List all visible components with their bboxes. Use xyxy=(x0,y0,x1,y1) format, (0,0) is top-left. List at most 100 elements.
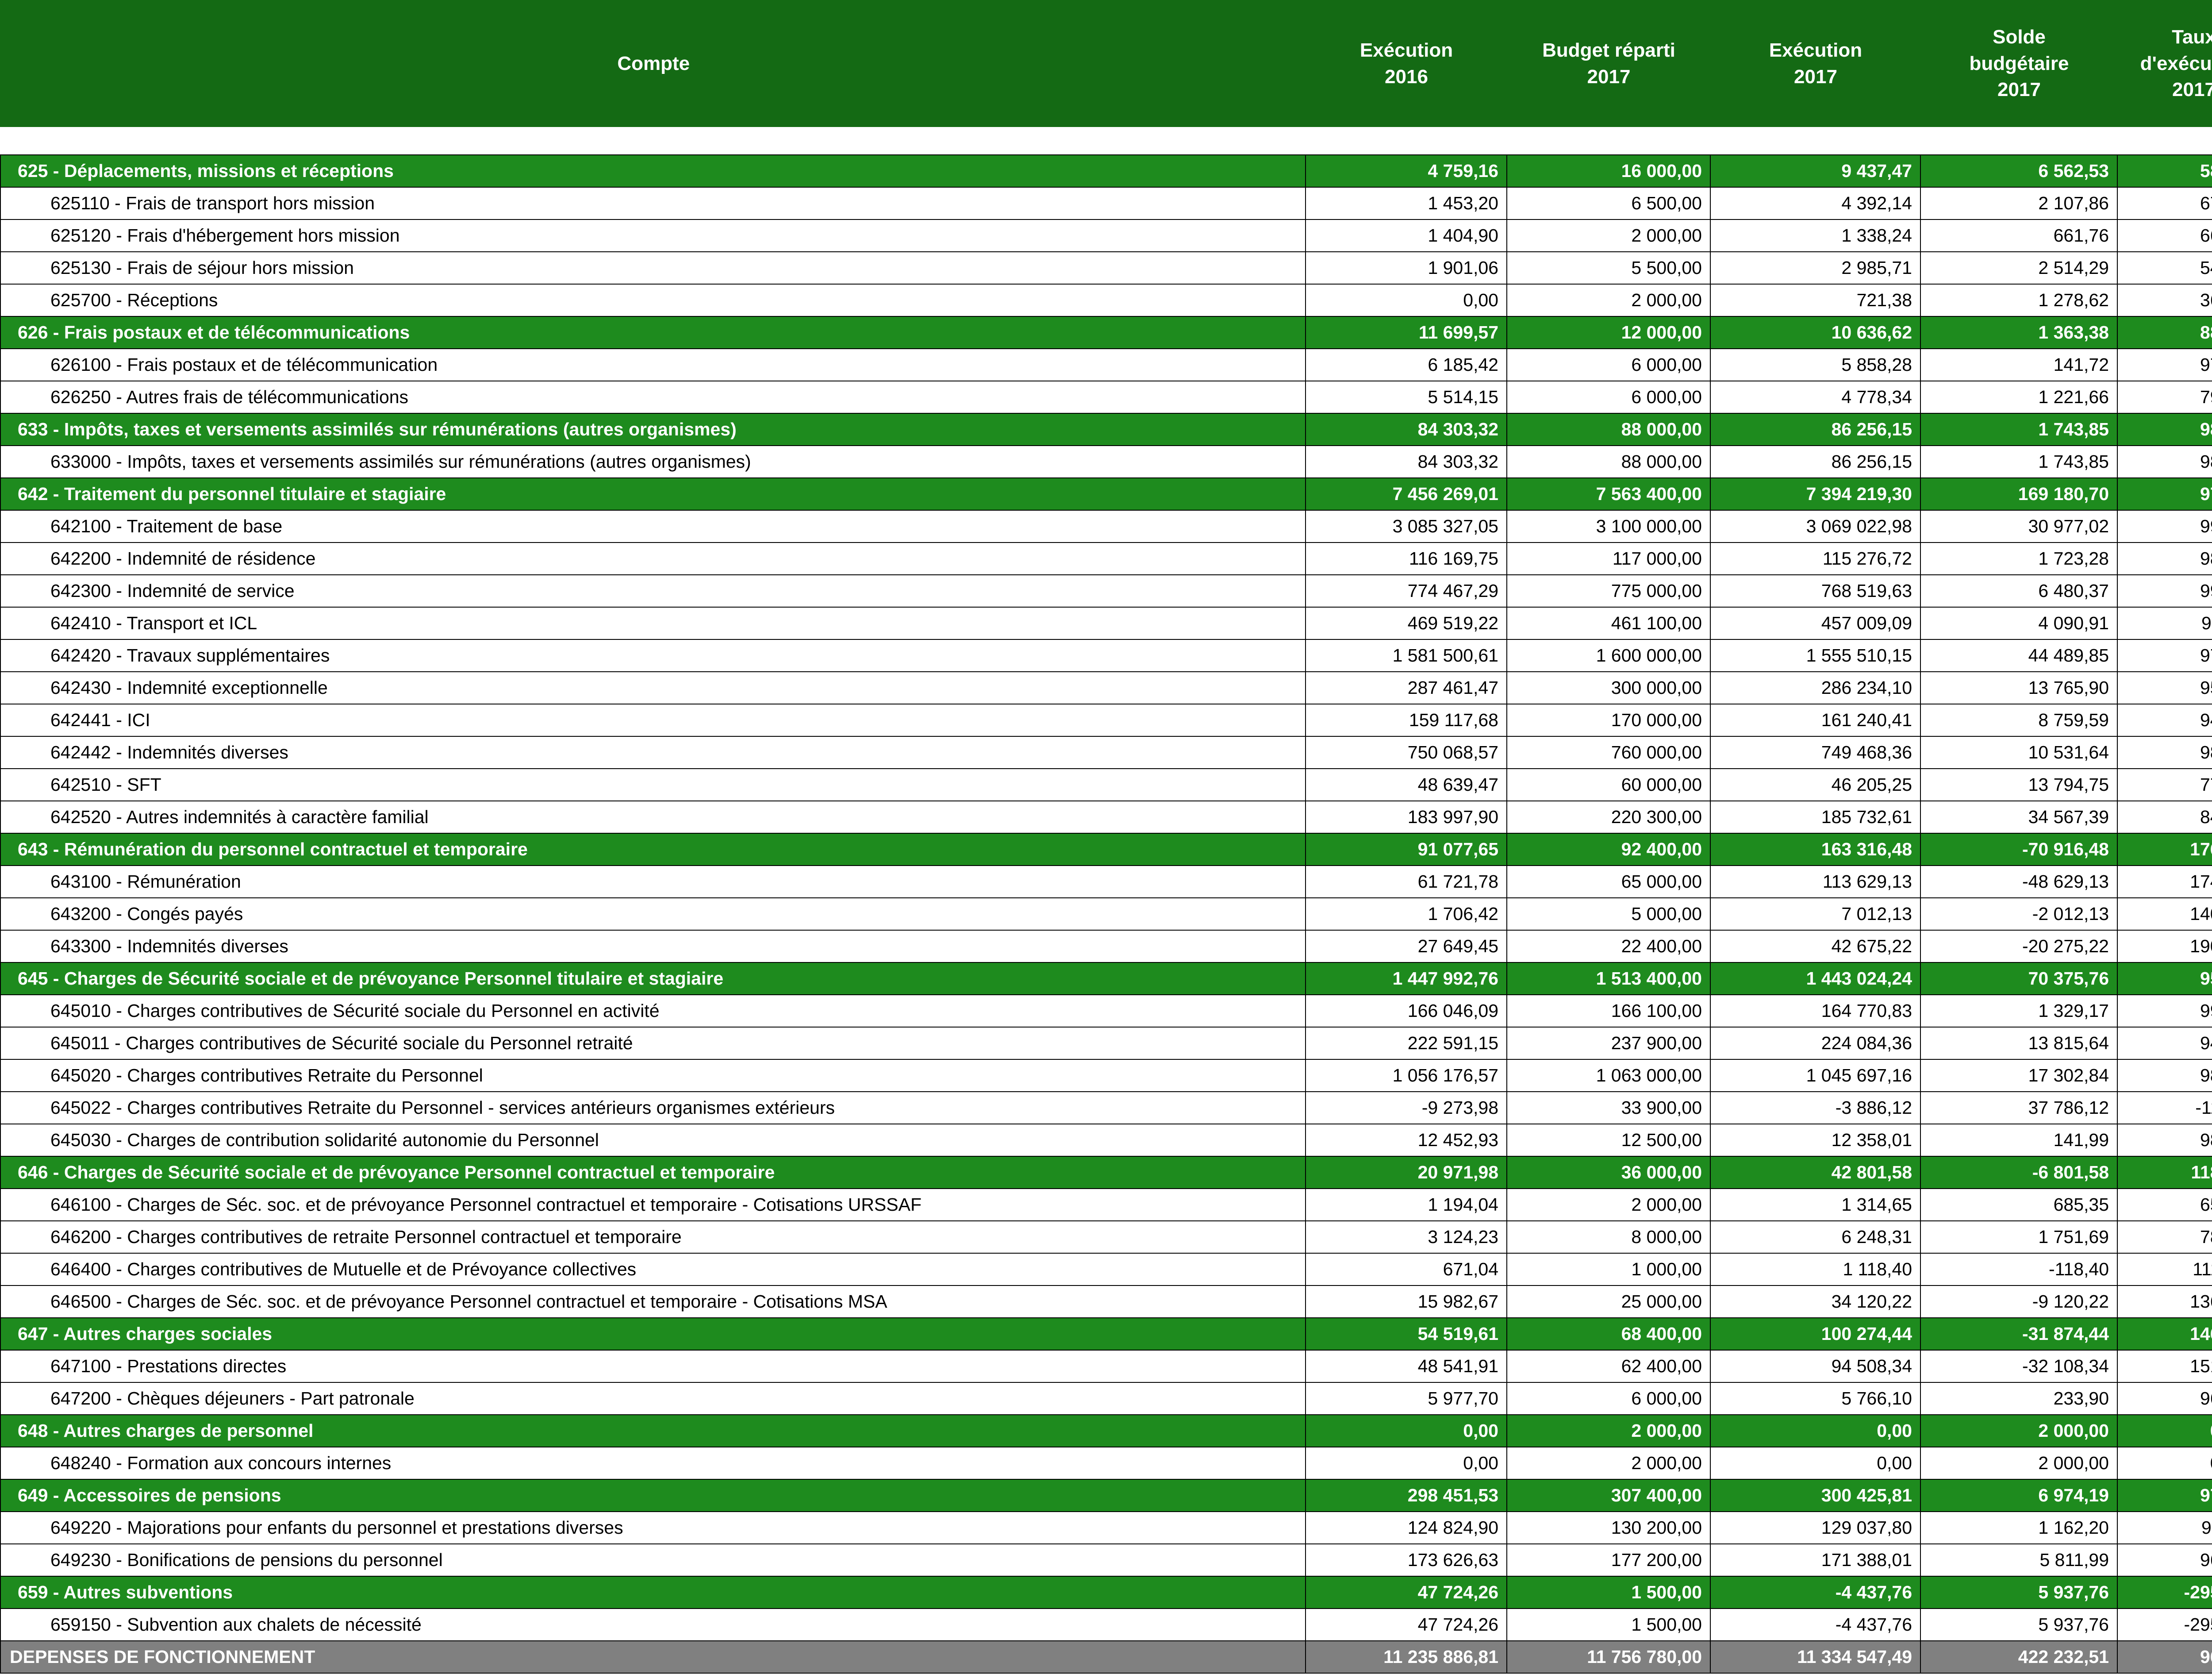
table-row: 642200 - Indemnité de résidence 116 169,7… xyxy=(0,542,2212,575)
value-cell: 6 248,31 xyxy=(1710,1220,1921,1254)
value-cell: 2 985,71 xyxy=(1710,251,1921,285)
value-cell: 1 447 992,76 xyxy=(1305,962,1507,995)
value-cell: 1 045 697,16 xyxy=(1710,1059,1921,1092)
value-cell: 78,10% xyxy=(2117,1220,2212,1254)
table-row: 645020 - Charges contributives Retraite … xyxy=(0,1059,2212,1092)
value-cell: 6 000,00 xyxy=(1506,381,1711,414)
table-row: 642100 - Traitement de base 3 085 327,05 3… xyxy=(0,510,2212,543)
table-row: 645030 - Charges de contribution solidar… xyxy=(0,1124,2212,1157)
value-cell: 4 778,34 xyxy=(1710,381,1921,414)
account-label: 645022 - Charges contributives Retraite … xyxy=(0,1091,1306,1124)
table-row: 642420 - Travaux supplémentaires 1 581 50… xyxy=(0,639,2212,672)
value-cell: 1 363,38 xyxy=(1920,316,2118,349)
value-cell: 86 256,15 xyxy=(1710,445,1921,478)
value-cell: 98,53% xyxy=(2117,542,2212,575)
account-label: 642441 - ICI xyxy=(0,704,1306,737)
value-cell: 96,41% xyxy=(2117,1640,2212,1674)
value-cell: 118,89% xyxy=(2117,1156,2212,1189)
column-header-compte: Compte xyxy=(0,0,1306,127)
table-row: 625120 - Frais d'hébergement hors missio… xyxy=(0,219,2212,252)
value-cell: 48 541,91 xyxy=(1305,1350,1507,1383)
value-cell: 5 858,28 xyxy=(1710,348,1921,381)
value-cell: 84 303,32 xyxy=(1305,445,1507,478)
value-cell: -3 886,12 xyxy=(1710,1091,1921,1124)
value-cell: 10 636,62 xyxy=(1710,316,1921,349)
value-cell: 300 425,81 xyxy=(1710,1479,1921,1512)
table-row: 626100 - Frais postaux et de télécommuni… xyxy=(0,348,2212,381)
table-row: 648240 - Formation aux concours internes… xyxy=(0,1447,2212,1480)
account-label: 659 - Autres subventions xyxy=(0,1576,1306,1609)
category-row: 633 - Impôts, taxes et versements assimi… xyxy=(0,413,2212,446)
account-label: 649230 - Bonifications de pensions du pe… xyxy=(0,1543,1306,1577)
value-cell: 96,10% xyxy=(2117,1382,2212,1415)
value-cell: 4 759,16 xyxy=(1305,154,1507,188)
value-cell: -6 801,58 xyxy=(1920,1156,2118,1189)
value-cell: 1 194,04 xyxy=(1305,1188,1507,1221)
table-row: 645010 - Charges contributives de Sécuri… xyxy=(0,994,2212,1028)
account-label: 642410 - Transport et ICL xyxy=(0,607,1306,640)
value-cell: 1 500,00 xyxy=(1506,1608,1711,1641)
value-cell: 286 234,10 xyxy=(1710,671,1921,704)
account-label: 647200 - Chèques déjeuners - Part patron… xyxy=(0,1382,1306,1415)
value-cell: 92 400,00 xyxy=(1506,833,1711,866)
value-cell: 5 500,00 xyxy=(1506,251,1711,285)
table-row: 659150 - Subvention aux chalets de néces… xyxy=(0,1608,2212,1641)
table-row: 642300 - Indemnité de service 774 467,29 7… xyxy=(0,574,2212,608)
value-cell: 10 531,64 xyxy=(1920,736,2118,769)
value-cell: 457 009,09 xyxy=(1710,607,1921,640)
value-cell: 141,99 xyxy=(1920,1124,2118,1157)
value-cell: -9 120,22 xyxy=(1920,1285,2118,1318)
value-cell: 99,11% xyxy=(2117,607,2212,640)
value-cell: 88,64% xyxy=(2117,316,2212,349)
table-row: 642430 - Indemnité exceptionnelle 287 461… xyxy=(0,671,2212,704)
value-cell: 42 675,22 xyxy=(1710,930,1921,963)
value-cell: 1 901,06 xyxy=(1305,251,1507,285)
value-cell: -11,46% xyxy=(2117,1091,2212,1124)
value-cell: 67,57% xyxy=(2117,187,2212,220)
value-cell: -48 629,13 xyxy=(1920,865,2118,898)
account-label: 633 - Impôts, taxes et versements assimi… xyxy=(0,413,1306,446)
table-row: 645022 - Charges contributives Retraite … xyxy=(0,1091,2212,1124)
value-cell: 2 000,00 xyxy=(1506,1188,1711,1221)
value-cell: 5 766,10 xyxy=(1710,1382,1921,1415)
value-cell: 183 997,90 xyxy=(1305,801,1507,834)
account-label: 645011 - Charges contributives de Sécuri… xyxy=(0,1027,1306,1060)
table-row: 626250 - Autres frais de télécommunicati… xyxy=(0,381,2212,414)
value-cell: 6 000,00 xyxy=(1506,1382,1711,1415)
value-cell: 88 000,00 xyxy=(1506,413,1711,446)
value-cell: 136,48% xyxy=(2117,1285,2212,1318)
value-cell: 422 232,51 xyxy=(1920,1640,2118,1674)
value-cell: 0,00% xyxy=(2117,1447,2212,1480)
account-label: 642430 - Indemnité exceptionnelle xyxy=(0,671,1306,704)
value-cell: 1 118,40 xyxy=(1710,1253,1921,1286)
account-label: 649220 - Majorations pour enfants du per… xyxy=(0,1511,1306,1544)
value-cell: 1 314,65 xyxy=(1710,1188,1921,1221)
column-header-taux-execution-2017: Taux d'exécution 2017 xyxy=(2117,0,2212,127)
value-cell: 287 461,47 xyxy=(1305,671,1507,704)
value-cell: 222 591,15 xyxy=(1305,1027,1507,1060)
value-cell: 95,35% xyxy=(2117,962,2212,995)
table-row: 625110 - Frais de transport hors mission… xyxy=(0,187,2212,220)
value-cell: 4 090,91 xyxy=(1920,607,2118,640)
account-label: 646200 - Charges contributives de retrai… xyxy=(0,1220,1306,1254)
header-body-gap xyxy=(0,127,2212,154)
value-cell: 4 392,14 xyxy=(1710,187,1921,220)
value-cell: 1 329,17 xyxy=(1920,994,2118,1028)
table-row: 649230 - Bonifications de pensions du pe… xyxy=(0,1543,2212,1577)
value-cell: 1 751,69 xyxy=(1920,1220,2118,1254)
value-cell: 6 562,53 xyxy=(1920,154,2118,188)
value-cell: 1 706,42 xyxy=(1305,897,1507,931)
value-cell: 0,00 xyxy=(1305,284,1507,317)
value-cell: 100 274,44 xyxy=(1710,1317,1921,1351)
value-cell: 98,02% xyxy=(2117,445,2212,478)
account-label: 646500 - Charges de Séc. soc. et de prév… xyxy=(0,1285,1306,1318)
value-cell: 30 977,02 xyxy=(1920,510,2118,543)
value-cell: 3 124,23 xyxy=(1305,1220,1507,1254)
value-cell: 113 629,13 xyxy=(1710,865,1921,898)
value-cell: 721,38 xyxy=(1710,284,1921,317)
value-cell: 22 400,00 xyxy=(1506,930,1711,963)
value-cell: -295,85% xyxy=(2117,1576,2212,1609)
value-cell: 1 221,66 xyxy=(1920,381,2118,414)
value-cell: 3 100 000,00 xyxy=(1506,510,1711,543)
value-cell: 173 626,63 xyxy=(1305,1543,1507,1577)
